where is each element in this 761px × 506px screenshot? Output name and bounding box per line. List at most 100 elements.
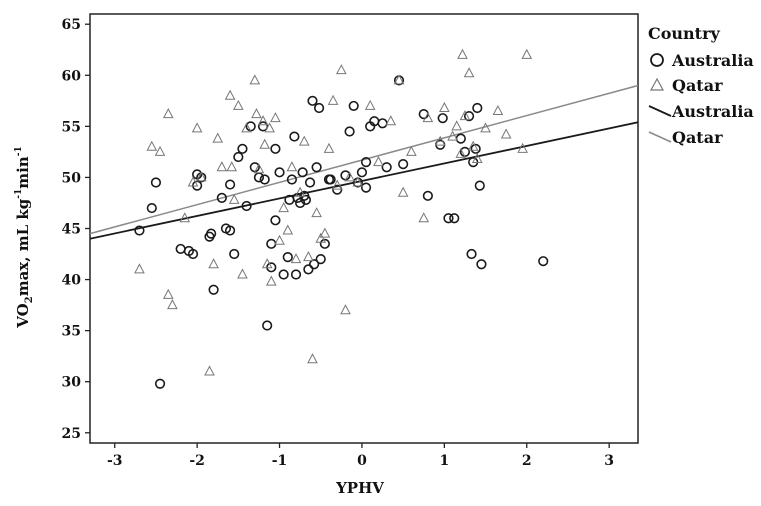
australia-point [146,202,157,214]
qatar-point [327,94,339,105]
australia-point [463,111,475,122]
qatar-point [418,212,430,223]
qatar-point [265,275,277,286]
qatar-point [336,64,347,75]
qatar-point [455,147,467,158]
qatar-point [480,122,491,133]
australia-point [134,225,145,236]
australia-point [289,131,300,142]
qatar-point [331,179,343,190]
qatar-point [340,304,351,315]
qatar-point [216,161,228,172]
australia-point [348,100,359,112]
australia-point [282,252,293,263]
qatar-point [162,108,174,119]
qatar-point [191,122,203,133]
x-axis-ticks: -3 -2 -1 0 1 2 3 [107,443,614,469]
qatar-point [303,251,314,262]
qatar-point [259,138,271,149]
y-tick-label: 65 [62,17,81,33]
qatar-point [154,145,166,156]
australia-point [455,133,466,144]
x-axis-label: YPHV [335,479,384,497]
legend-item-australia-line: Australia [671,102,754,121]
regression-lines [89,84,639,240]
australia-point [470,143,481,154]
australia-point [398,159,409,170]
legend: Country Australia Qatar Australia Qatar [648,24,754,147]
australia-point [297,167,308,178]
qatar-point [237,268,248,279]
qatar-point [364,99,376,110]
qatar-point [167,299,178,310]
australia-point [443,213,454,224]
qatar-point [373,156,384,167]
qatar-point [406,145,417,156]
qatar-point [463,67,475,78]
australia-point [474,180,485,191]
australia-point [377,118,388,129]
australia-point [259,174,270,185]
australia-point [319,238,330,249]
y-tick-label: 25 [62,426,81,442]
australia-point [476,259,487,270]
qatar-point [500,128,512,139]
qatar-point [385,115,397,126]
qatar-point [323,142,335,153]
qatar-point [241,122,252,133]
qatar-point [319,227,331,238]
australia-point [187,248,199,260]
qatar-point [187,176,199,187]
qatar-point [208,258,219,269]
qatar-point [307,353,318,364]
australia-point [216,192,227,203]
qatar-point [397,186,409,197]
australia-point [360,182,372,193]
legend-circle-marker [650,53,664,67]
x-tick-label: -1 [272,453,288,469]
australia-point [253,172,265,183]
legend-australia-line [648,105,672,117]
australia-point [309,259,320,270]
australia-point [237,143,248,154]
australia-point [233,151,244,163]
qatar-point [274,234,285,245]
qatar-point [344,171,355,182]
fit-line-australia [89,121,639,240]
qatar-point [434,135,446,146]
qatar-point [294,186,306,197]
qatar-point [451,120,463,131]
australia-point [311,162,322,173]
australia-point [270,143,281,154]
qatar-point [439,101,450,112]
legend-item-qatar-line: Qatar [672,128,723,147]
plot-area [89,13,639,444]
qatar-point [457,48,468,59]
australia-point [262,320,273,331]
qatar-point [278,202,289,213]
qatar-point [471,152,483,164]
qatar-point [146,140,158,151]
legend-qatar-line [648,131,672,143]
australia-point [344,126,355,137]
fit-line-qatar [89,84,639,235]
qatar-point [228,193,240,204]
x-tick-label: 0 [357,453,367,469]
australia-point [307,95,318,106]
australia-point [381,162,392,173]
qatar-point [233,99,244,110]
australia-point [437,113,448,124]
qatar-point [224,89,236,100]
y-tick-label: 40 [62,273,82,289]
x-tick-label: 1 [439,453,449,469]
australia-point [315,254,326,265]
qatar-point [282,224,294,235]
australia-point [154,378,166,389]
australia-point [274,167,285,178]
qatar-point [286,161,298,172]
y-tick-label: 55 [62,119,81,135]
qatar-point [261,258,273,269]
qatar-point [204,365,215,376]
qatar-point [257,115,269,126]
